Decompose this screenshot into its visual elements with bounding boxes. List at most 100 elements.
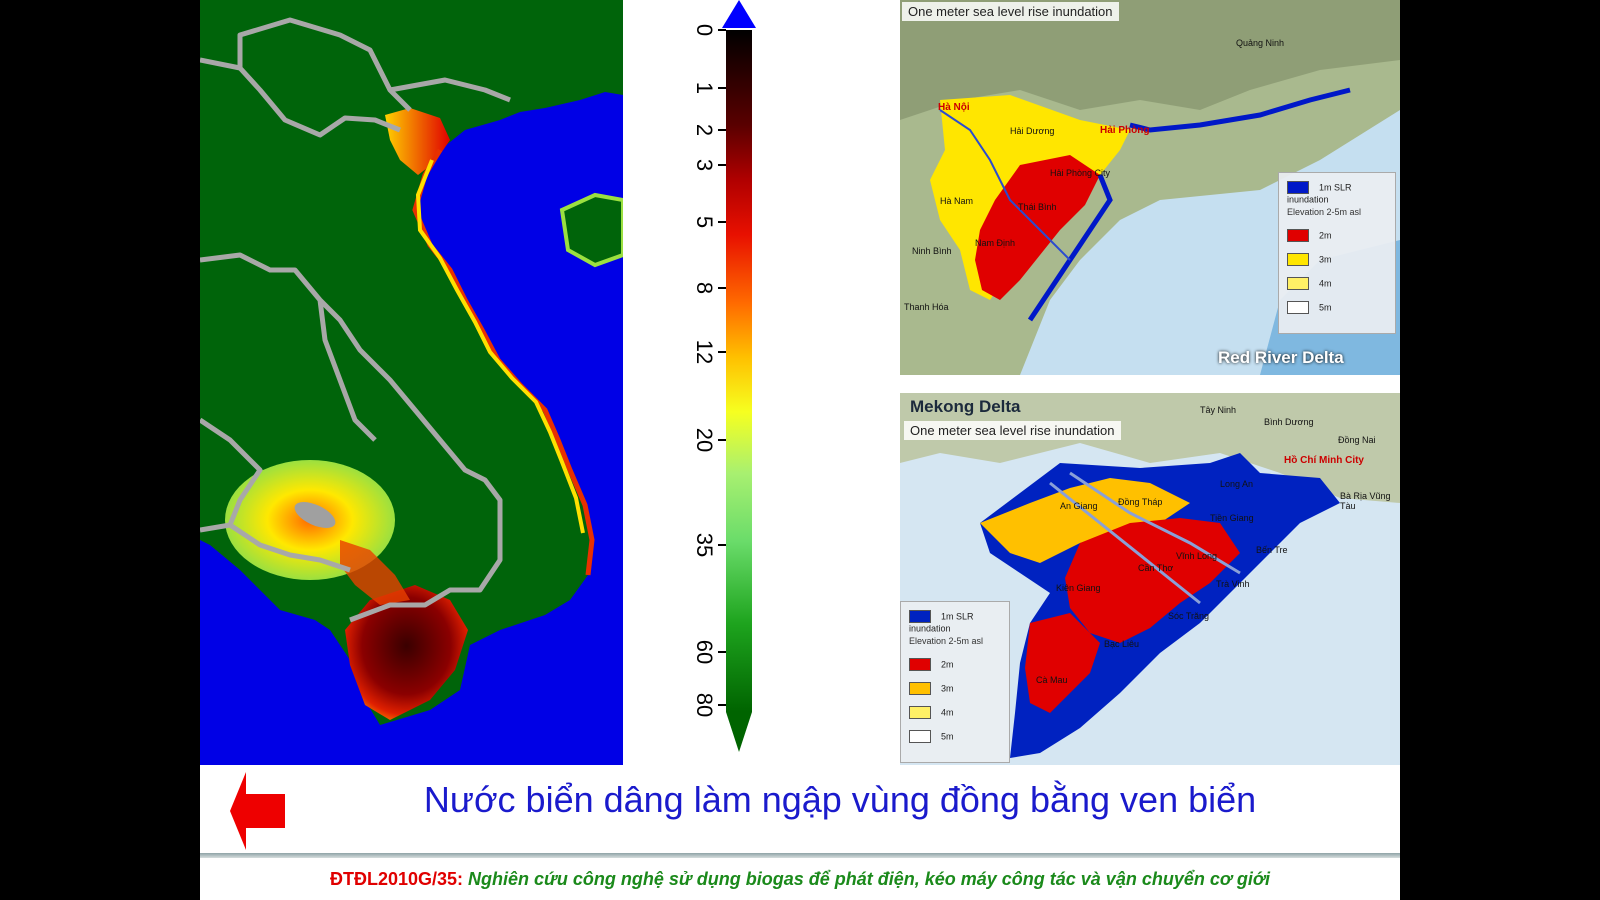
legend-label: 5m (941, 731, 954, 742)
legend-swatch (909, 682, 931, 695)
place-label: Hải Phòng (1100, 125, 1150, 136)
legend-label: 1m SLR inundation (1287, 182, 1352, 205)
legend-swatch (909, 706, 931, 719)
legend-row-3m: 3m (1287, 253, 1332, 267)
legend-row-4m: 4m (1287, 277, 1332, 291)
place-label: Đồng Nai (1338, 435, 1376, 445)
place-label: Sóc Trăng (1168, 611, 1210, 621)
scale-tick-label: 12 (692, 339, 717, 365)
legend-row-2m: 2m (909, 658, 954, 672)
place-label: Cần Thơ (1138, 563, 1174, 573)
legend-label: 3m (941, 683, 954, 694)
mekong-region-label: Mekong Delta (910, 397, 1021, 416)
place-label: Tiền Giang (1210, 513, 1254, 523)
place-label: Thanh Hóa (904, 302, 949, 312)
back-arrow-icon[interactable] (230, 772, 285, 850)
scale-bottom-arrow-icon (726, 712, 752, 752)
slide-title: Nước biển dâng làm ngập vùng đồng bằng v… (423, 779, 1257, 820)
red-river-highlands (900, 0, 1400, 120)
legend-elevation-title: Elevation 2-5m asl (1287, 207, 1362, 217)
mekong-land-base (900, 393, 1400, 503)
hainan-island (559, 192, 623, 268)
place-label: Hải Dương (1010, 126, 1055, 136)
place-label: Bến Tre (1256, 545, 1288, 555)
legend-swatch (909, 730, 931, 743)
red-river-blue-inundation (1027, 87, 1351, 322)
elevation-color-scale (718, 0, 756, 752)
place-label: Thái Bình (1018, 202, 1057, 212)
legend-swatch (1287, 253, 1309, 266)
mekong-lowland (345, 585, 468, 720)
legend-swatch (1287, 181, 1309, 194)
mekong-red-zone-a (1065, 518, 1240, 643)
place-label: Quảng Ninh (1236, 38, 1285, 48)
legend-label: 5m (1319, 302, 1332, 313)
mekong-river-lines (1049, 471, 1241, 605)
footer: ĐTĐL2010G/35: Nghiên cứu công nghệ sử dụ… (200, 869, 1400, 890)
project-description: Nghiên cứu công nghệ sử dụng biogas để p… (468, 869, 1271, 889)
scale-top-arrow-icon (722, 0, 756, 28)
legend-swatch (1287, 229, 1309, 242)
red-river-river (939, 109, 1071, 261)
legend-row-5m: 5m (909, 730, 954, 744)
red-river-region-label: Red River Delta (1218, 348, 1344, 367)
legend-label: 1m SLR inundation (909, 611, 974, 634)
scale-tick-label: 20 (692, 427, 717, 453)
place-label: Bà Rịa Vũng Tàu (1340, 491, 1391, 511)
scale-tick-label: 8 (692, 281, 717, 295)
legend-row-inundation: 1m SLR inundation (1287, 181, 1395, 205)
legend-label: 2m (1319, 230, 1332, 241)
place-label: Bình Dương (1264, 417, 1314, 427)
mekong-delta-map: Mekong Delta One meter sea level rise in… (900, 393, 1400, 765)
coastal-fringe-inner (415, 159, 585, 534)
scale-tick-label: 5 (692, 215, 717, 229)
place-label: Ninh Bình (912, 246, 952, 256)
place-label: Đồng Tháp (1118, 497, 1163, 507)
scale-tick-label: 35 (692, 532, 717, 558)
place-label: Bạc Liêu (1104, 639, 1140, 649)
place-label: An Giang (1060, 501, 1098, 511)
place-label: Hà Nam (940, 196, 974, 206)
legend-row-4m: 4m (909, 706, 954, 720)
place-label: Hà Nội (938, 102, 970, 113)
legend-label: 4m (1319, 278, 1332, 289)
legend-label: 4m (941, 707, 954, 718)
mekong-corridor (340, 540, 410, 605)
legend-row-inundation: 1m SLR inundation (909, 610, 1009, 634)
legend-row-5m: 5m (1287, 301, 1332, 315)
mekong-red-zone-b (1025, 613, 1100, 713)
red-river-delta-graphic (900, 0, 1400, 375)
place-label: Cà Mau (1036, 675, 1068, 685)
legend-swatch (1287, 301, 1309, 314)
mekong-caption: One meter sea level rise inundation (904, 421, 1121, 440)
legend-swatch (1287, 277, 1309, 290)
red-river-delta-map: One meter sea level rise inundation Quản… (900, 0, 1400, 375)
place-label: Long An (1220, 479, 1254, 489)
red-river-caption: One meter sea level rise inundation (902, 2, 1119, 21)
footer-separator: : (457, 869, 469, 889)
legend-swatch (909, 610, 931, 623)
mekong-yellow-zone (980, 478, 1190, 563)
legend-row-3m: 3m (909, 682, 954, 696)
place-label: Kiên Giang (1056, 583, 1101, 593)
footer-divider (200, 853, 1400, 858)
place-label: Hồ Chí Minh City (1284, 455, 1364, 466)
legend-label: 2m (941, 659, 954, 670)
vietnam-elevation-map (200, 0, 623, 765)
project-code: ĐTĐL2010G/35 (329, 869, 458, 889)
place-label: Vĩnh Long (1176, 551, 1218, 561)
place-label: Tây Ninh (1200, 405, 1237, 415)
legend-row-2m: 2m (1287, 229, 1332, 243)
tonle-sap (294, 502, 336, 528)
place-label: Trà Vinh (1216, 579, 1250, 589)
scale-tick-label: 0 (692, 23, 717, 37)
place-label: Hải Phòng City (1050, 168, 1111, 178)
legend-swatch (909, 658, 931, 671)
red-river-legend: 1m SLR inundation Elevation 2-5m asl 2m … (1278, 172, 1396, 334)
scale-bar (726, 30, 752, 712)
scale-tick-marks (718, 29, 726, 706)
place-label: Nam Định (975, 238, 1016, 248)
country-borders (200, 17, 511, 623)
mekong-legend: 1m SLR inundation Elevation 2-5m asl 2m … (900, 601, 1010, 763)
scale-tick-label: 80 (692, 692, 717, 718)
